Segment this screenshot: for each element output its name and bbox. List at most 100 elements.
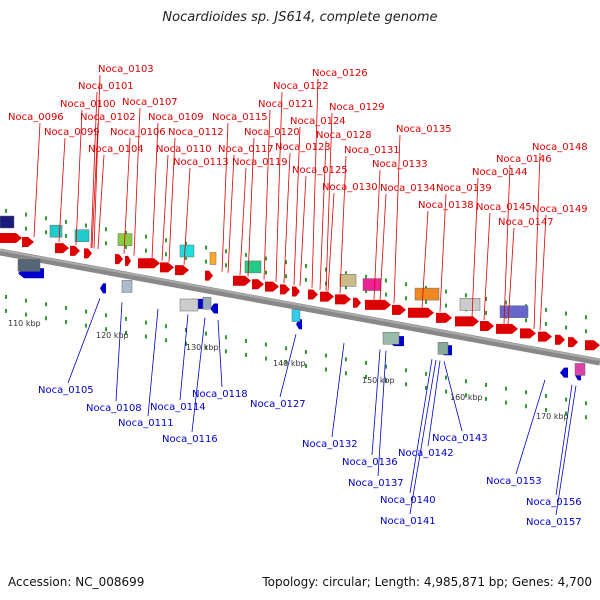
forward-gene-label: Noca_0139: [436, 183, 492, 194]
gene-domain-box: [244, 260, 262, 274]
tick-mark: [125, 244, 127, 249]
tick-mark: [285, 346, 287, 351]
forward-gene-label: Noca_0126: [312, 68, 368, 79]
tick-mark: [145, 234, 147, 239]
forward-gene-arrow: [392, 304, 406, 315]
forward-gene-arrow: [520, 328, 536, 339]
gene-domain-box: [74, 229, 90, 242]
tick-mark: [565, 311, 567, 316]
forward-gene-label: Noca_0130: [322, 182, 378, 193]
leader-line: [319, 140, 327, 290]
tick-mark: [85, 323, 87, 328]
tick-mark: [165, 338, 167, 343]
reverse-gene-label: Noca_0156: [526, 497, 582, 508]
tick-mark: [145, 320, 147, 325]
scale-label: 120 kbp: [96, 331, 129, 340]
tick-mark: [45, 302, 47, 307]
genome-backbone-highlight: [0, 249, 600, 361]
tick-mark: [245, 338, 247, 343]
forward-gene-arrow: [308, 289, 318, 300]
tick-mark: [365, 374, 367, 379]
leader-line: [339, 155, 347, 294]
leader-line: [379, 193, 387, 301]
tick-mark: [485, 310, 487, 315]
tick-mark: [525, 404, 527, 409]
tick-mark: [225, 263, 227, 268]
tick-mark: [165, 324, 167, 329]
reverse-gene-label: Noca_0137: [348, 478, 404, 489]
tick-mark: [205, 331, 207, 336]
forward-gene-arrow: [365, 299, 391, 310]
forward-gene-label: Noca_0125: [292, 165, 348, 176]
forward-gene-arrow: [480, 321, 494, 331]
leader-line: [439, 193, 447, 312]
tick-mark: [405, 296, 407, 301]
tick-mark: [325, 367, 327, 372]
tick-mark: [225, 335, 227, 340]
tick-mark: [445, 375, 447, 380]
tick-mark: [545, 407, 547, 412]
tick-mark: [285, 260, 287, 265]
tick-mark: [345, 285, 347, 290]
tick-mark: [365, 288, 367, 293]
reverse-gene-label: Noca_0118: [192, 389, 248, 400]
tick-mark: [145, 334, 147, 339]
tick-mark: [385, 378, 387, 383]
forward-gene-label: Noca_0119: [232, 157, 288, 168]
forward-gene-label: Noca_0138: [418, 200, 474, 211]
tick-rows: [5, 208, 587, 420]
tick-mark: [5, 294, 7, 299]
tick-mark: [325, 267, 327, 272]
leader-line: [373, 169, 381, 300]
forward-gene-label: Noca_0135: [396, 124, 452, 135]
leader-line: [371, 349, 381, 456]
forward-gene-label: Noca_0109: [148, 112, 204, 123]
tick-mark: [445, 389, 447, 394]
gene-domain-box: [17, 259, 41, 272]
forward-gene-arrow: [175, 265, 189, 276]
leader-line: [393, 134, 401, 304]
tick-mark: [465, 293, 467, 298]
reverse-gene-arrow: [560, 367, 568, 378]
forward-gene-label: Noca_0133: [372, 159, 428, 170]
forward-gene-label: Noca_0112: [168, 127, 224, 138]
leader-line: [421, 210, 429, 309]
tick-mark: [265, 270, 267, 275]
tick-mark: [285, 274, 287, 279]
tick-mark: [25, 212, 27, 217]
tick-mark: [265, 356, 267, 361]
tick-mark: [125, 230, 127, 235]
tick-mark: [105, 313, 107, 318]
tick-mark: [305, 363, 307, 368]
tick-mark: [365, 274, 367, 279]
forward-gene-arrow: [436, 312, 452, 323]
tick-mark: [245, 252, 247, 257]
tick-mark: [25, 312, 27, 317]
leader-line: [90, 91, 98, 248]
tick-mark: [205, 245, 207, 250]
tick-mark: [265, 256, 267, 261]
forward-gene-arrow: [115, 254, 123, 265]
tick-mark: [385, 292, 387, 297]
leader-line: [377, 350, 387, 477]
reverse-gene-label: Noca_0153: [486, 476, 542, 487]
genome-title: Nocardioides sp. JS614, complete genome: [162, 10, 438, 25]
forward-gene-arrow: [280, 284, 290, 295]
leader-line: [115, 302, 123, 402]
tick-mark: [325, 353, 327, 358]
tick-mark: [225, 349, 227, 354]
tick-mark: [465, 393, 467, 398]
forward-gene-arrow: [408, 307, 434, 318]
tick-mark: [145, 248, 147, 253]
tick-mark: [225, 249, 227, 254]
gene-domain-box: [499, 305, 529, 318]
forward-gene-arrow: [555, 334, 565, 345]
forward-gene-label: Noca_0101: [78, 81, 134, 92]
leader-line: [91, 122, 99, 248]
forward-gene-arrow: [22, 237, 34, 248]
tick-mark: [205, 259, 207, 264]
forward-gene-label: Noca_0146: [496, 154, 552, 165]
gene-domain-box: [121, 280, 133, 293]
leader-line: [515, 379, 546, 475]
tick-mark: [65, 219, 67, 224]
